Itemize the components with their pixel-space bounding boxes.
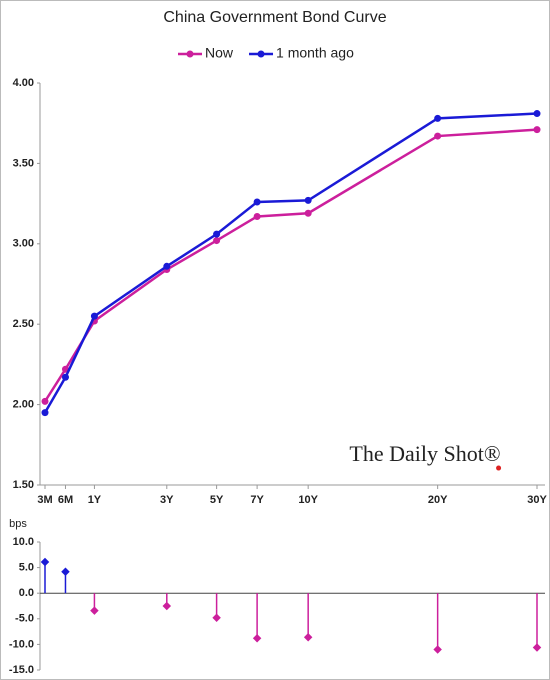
y-tick-label: 2.00 [13, 399, 34, 411]
y-tick-label: -10.0 [9, 638, 34, 650]
y-tick-label: 0.0 [19, 587, 34, 599]
point [253, 212, 261, 220]
point [41, 409, 49, 417]
x-tick-label: 10Y [298, 494, 318, 506]
y-tick-label: 4.00 [13, 77, 34, 89]
stem-marker [433, 645, 442, 654]
x-tick-label: 3M [37, 494, 52, 506]
point [533, 126, 541, 134]
point [213, 237, 221, 245]
y-tick-label: 5.0 [19, 562, 34, 574]
x-tick-label: 6M [58, 494, 73, 506]
x-tick-label: 20Y [428, 494, 448, 506]
x-tick-label: 1Y [88, 494, 102, 506]
y-tick-label: 3.00 [13, 238, 34, 250]
y-tick-label: 3.50 [13, 157, 34, 169]
watermark: The Daily Shot® [349, 441, 500, 466]
point [434, 114, 442, 122]
x-tick-label: 5Y [210, 494, 224, 506]
point [434, 132, 442, 140]
point [163, 262, 171, 270]
y-tick-label: 10.0 [13, 536, 34, 548]
y-tick-label: 1.50 [13, 479, 34, 491]
x-tick-label: 30Y [527, 494, 547, 506]
legend-marker [186, 50, 194, 58]
x-tick-label: 3Y [160, 494, 174, 506]
stem-marker [303, 632, 313, 642]
point [213, 230, 221, 238]
y-tick-label: -15.0 [9, 664, 34, 676]
stem-marker [532, 643, 542, 652]
point [533, 110, 541, 118]
point [41, 397, 49, 405]
x-tick-label: 7Y [250, 494, 264, 506]
point [304, 209, 312, 217]
legend-label: 1 month ago [276, 45, 354, 61]
y-axis-label: bps [9, 518, 27, 530]
point [90, 312, 98, 320]
legend-marker [257, 50, 265, 58]
point [253, 198, 261, 206]
legend-label: Now [205, 45, 234, 61]
y-tick-label: 2.50 [13, 318, 34, 330]
watermark-dot [496, 465, 502, 471]
chart-title: China Government Bond Curve [163, 9, 386, 26]
point [304, 196, 312, 204]
y-tick-label: -5.0 [15, 613, 34, 625]
point [61, 373, 69, 381]
